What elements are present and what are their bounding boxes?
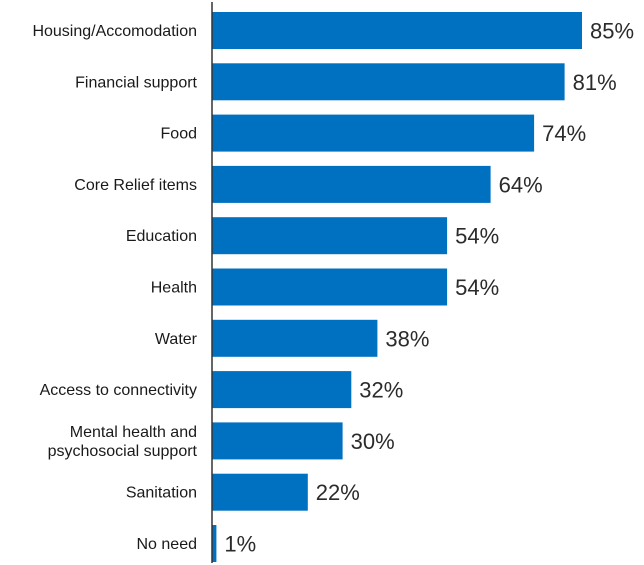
value-labels-group: 85% 81% 74% 64% 54% 54% 38% 32% 30% 22% 1% [224, 19, 634, 557]
category-label-line: Health [151, 280, 197, 297]
bars-group [212, 12, 582, 562]
value-label: 81% [573, 70, 617, 95]
bar [212, 63, 565, 101]
category-label-line: Mental health and [70, 424, 197, 441]
category-label-line: No need [137, 536, 198, 553]
category-label-line: Access to connectivity [40, 382, 197, 399]
category-label-line: Water [155, 331, 198, 348]
category-label-line: Education [126, 228, 197, 245]
value-label: 54% [455, 224, 499, 249]
value-label: 30% [351, 429, 395, 454]
category-label-line: psychosocial support [48, 443, 198, 460]
bar [212, 12, 582, 49]
category-label-line: Core Relief items [74, 177, 197, 194]
category-label: Education [126, 228, 197, 245]
value-label: 74% [542, 121, 586, 146]
value-label: 64% [499, 172, 543, 197]
category-label-line: Sanitation [126, 485, 197, 502]
category-label: Mental health and psychosocial support [48, 424, 198, 460]
bar [212, 319, 378, 357]
category-label-line: Food [161, 126, 197, 143]
value-label: 22% [316, 480, 360, 505]
category-label: Financial support [75, 74, 197, 91]
bar [212, 114, 535, 152]
category-label-line: Financial support [75, 74, 197, 91]
bar [212, 165, 491, 203]
value-label: 38% [385, 326, 429, 351]
value-label: 1% [224, 532, 256, 557]
category-label: Sanitation [126, 485, 197, 502]
category-label-line: Housing/Accomodation [32, 23, 197, 40]
category-label: Access to connectivity [40, 382, 197, 399]
category-label: Health [151, 280, 197, 297]
value-label: 32% [359, 378, 403, 403]
bar [212, 525, 217, 562]
bar [212, 422, 343, 460]
bar [212, 473, 308, 511]
bar [212, 371, 352, 409]
category-labels-group: Housing/Accomodation Financial support Foo… [32, 23, 197, 553]
bar [212, 268, 448, 306]
category-label: Housing/Accomodation [32, 23, 197, 40]
category-label: Water [155, 331, 198, 348]
value-label: 54% [455, 275, 499, 300]
bar [212, 217, 448, 255]
value-label: 85% [590, 19, 634, 44]
category-label: Core Relief items [74, 177, 197, 194]
category-label: Food [161, 126, 197, 143]
category-label: No need [137, 536, 198, 553]
